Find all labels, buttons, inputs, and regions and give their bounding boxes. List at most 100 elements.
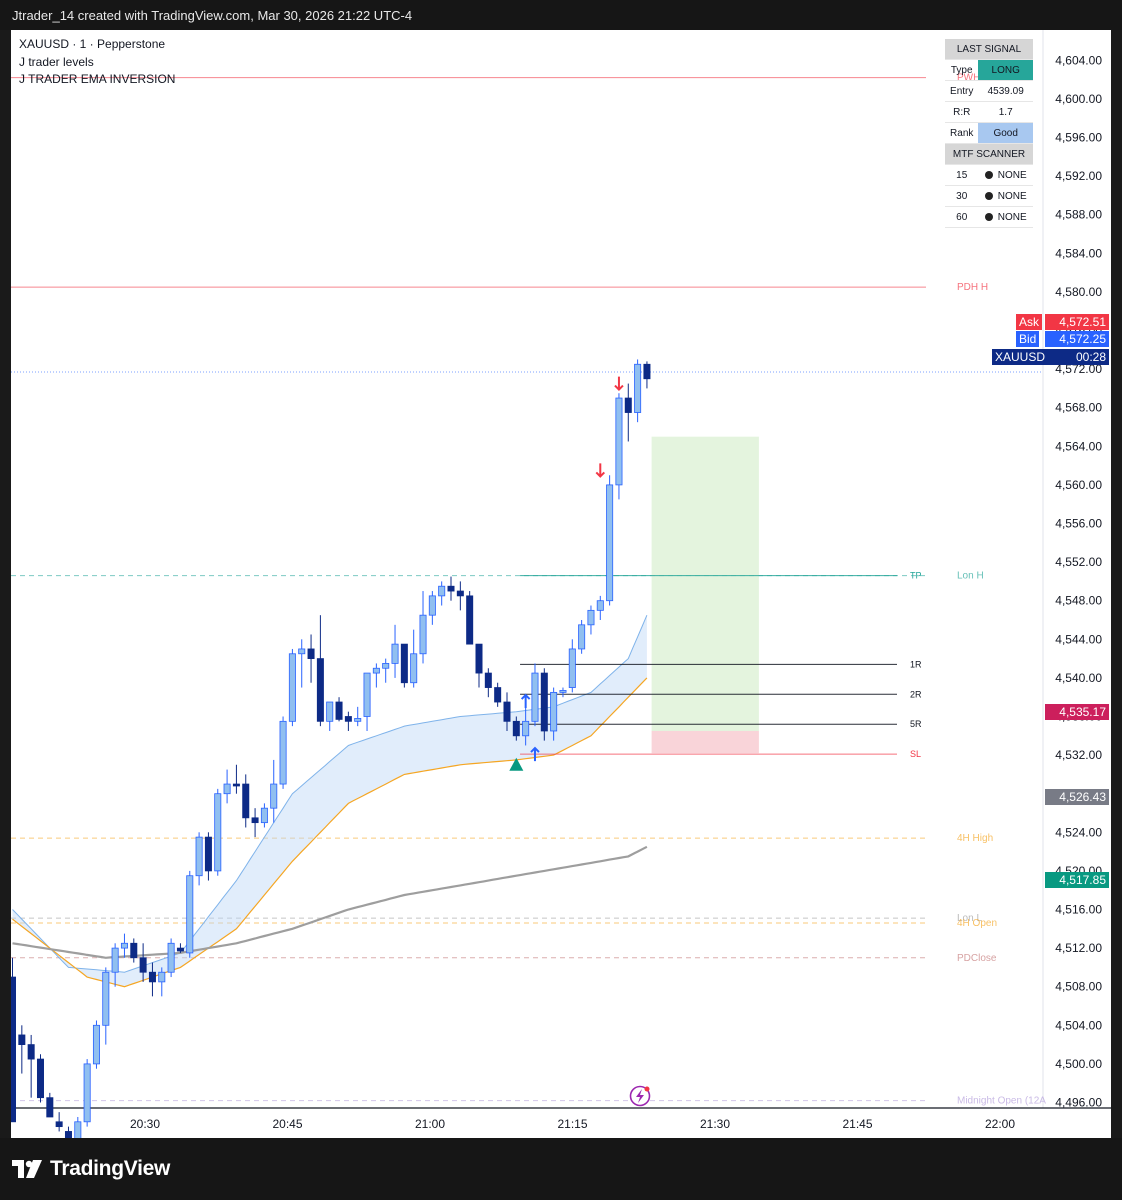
candle-body	[251, 817, 259, 824]
legend-indicator-ema[interactable]: J TRADER EMA INVERSION	[19, 72, 176, 86]
y-tick-label: 4,604.00	[1055, 53, 1102, 67]
arrow-down-icon	[595, 463, 605, 478]
arrow-up-icon	[520, 693, 531, 709]
chart-frame[interactable]: 4,604.00 4,600.00 4,596.00 4,592.00 4,588.00…	[11, 30, 1111, 1138]
candle-body	[158, 971, 166, 983]
candle-body	[288, 653, 296, 722]
candle-body	[550, 691, 558, 732]
candle-body	[596, 600, 604, 611]
candle-body	[559, 690, 567, 693]
scanner-row: 15 NONE	[945, 164, 1033, 186]
trade-level-label: TP	[910, 571, 922, 581]
symbol-tag: XAUUSD	[992, 349, 1049, 365]
y-tick-label: 4,504.00	[1055, 1018, 1102, 1032]
candle-body	[242, 783, 250, 819]
signal-label: R:R	[945, 101, 979, 123]
trade-level-label: 5R	[910, 719, 922, 729]
candle-body	[46, 1097, 54, 1118]
candle-body	[522, 720, 530, 737]
candle-body	[391, 643, 399, 664]
legend-symbol[interactable]: XAUUSD · 1 · Pepperstone	[19, 37, 166, 51]
ask-label: Ask	[1016, 314, 1043, 330]
candle-body	[494, 687, 502, 703]
key-level-label: 4H Open	[957, 918, 997, 929]
candle-body	[11, 976, 16, 1123]
key-level-label: Lon L	[957, 913, 982, 924]
candle-body	[466, 595, 474, 645]
tradingview-brand-text: TradingView	[50, 1157, 171, 1180]
candle-body	[148, 971, 156, 983]
price-tag-ema: 4,526.43	[1045, 789, 1109, 805]
long-target-zone	[651, 436, 759, 731]
candle-body	[578, 624, 586, 650]
candle-body	[27, 1044, 35, 1060]
trade-level-label: 2R	[910, 689, 922, 699]
y-tick-label: 4,572.00	[1055, 362, 1102, 376]
candle-body	[410, 653, 418, 684]
candle-body	[419, 614, 427, 655]
candle-body	[326, 701, 334, 722]
candle-body	[372, 667, 380, 674]
signal-row-rr: R:R 1.7	[945, 101, 1033, 123]
candle-body	[456, 590, 464, 597]
y-tick-label: 4,500.00	[1055, 1057, 1102, 1071]
candle-body	[204, 836, 212, 872]
key-level-label: 4H High	[957, 833, 993, 844]
key-level-label: Midnight Open (12A	[957, 1096, 1046, 1107]
y-tick-label: 4,524.00	[1055, 825, 1102, 839]
candle-body	[270, 783, 278, 809]
y-tick-label: 4,556.00	[1055, 517, 1102, 531]
y-tick-label: 4,512.00	[1055, 941, 1102, 955]
candle-body	[447, 585, 455, 592]
candle-body	[232, 783, 240, 787]
x-tick-label: 20:30	[130, 1117, 160, 1131]
last-signal-header: LAST SIGNAL	[945, 39, 1033, 60]
candle-body	[102, 971, 110, 1026]
tradingview-logo[interactable]: TradingView	[12, 1157, 170, 1181]
x-tick-label: 21:45	[842, 1117, 872, 1131]
candle-body	[298, 648, 306, 655]
y-tick-label: 4,552.00	[1055, 555, 1102, 569]
signal-label: Entry	[945, 80, 979, 102]
candle-body	[475, 643, 483, 674]
signal-type-value: LONG	[978, 59, 1033, 81]
y-tick-label: 4,516.00	[1055, 903, 1102, 917]
candle-body	[643, 363, 651, 380]
scanner-row: 60 NONE	[945, 206, 1033, 228]
signal-entry-value: 4539.09	[978, 80, 1033, 102]
candle-body	[400, 643, 408, 684]
legend-indicator-levels[interactable]: J trader levels	[19, 55, 94, 69]
y-tick-label: 4,600.00	[1055, 92, 1102, 106]
candle-body	[615, 397, 623, 486]
candle-body	[130, 942, 138, 959]
candle-body	[634, 363, 642, 413]
header-bar: Jtrader_14 created with TradingView.com,…	[0, 0, 1122, 30]
x-tick-label: 22:00	[985, 1117, 1015, 1131]
y-tick-label: 4,496.00	[1055, 1096, 1102, 1110]
scanner-row: 30 NONE	[945, 185, 1033, 207]
candle-body	[74, 1121, 82, 1138]
header-text: Jtrader_14 created with TradingView.com,…	[12, 8, 413, 23]
mtf-scanner-header: MTF SCANNER	[945, 143, 1033, 165]
scanner-tf: 15	[945, 164, 979, 186]
x-tick-label: 21:30	[700, 1117, 730, 1131]
candle-body	[484, 672, 492, 688]
candle-body	[139, 957, 147, 973]
ask-price-tag: 4,572.51	[1045, 314, 1109, 330]
lightning-bolt-icon	[629, 1085, 651, 1107]
candle-body	[363, 672, 371, 717]
candle-body	[335, 701, 343, 720]
y-tick-label: 4,544.00	[1055, 632, 1102, 646]
x-tick-label: 20:45	[272, 1117, 302, 1131]
candle-body	[260, 807, 268, 824]
candle-body	[120, 942, 128, 949]
chart-svg[interactable]: 4,604.00 4,600.00 4,596.00 4,592.00 4,588.00…	[11, 30, 1111, 1138]
y-tick-label: 4,548.00	[1055, 594, 1102, 608]
bolt-shape	[636, 1089, 644, 1103]
scanner-status: NONE	[978, 164, 1033, 186]
candle-body	[92, 1024, 100, 1065]
x-tick-label: 21:00	[415, 1117, 445, 1131]
ema-band-area	[12, 615, 647, 987]
signal-row-type: Type LONG	[945, 59, 1033, 81]
footer-bar	[0, 1138, 1122, 1200]
